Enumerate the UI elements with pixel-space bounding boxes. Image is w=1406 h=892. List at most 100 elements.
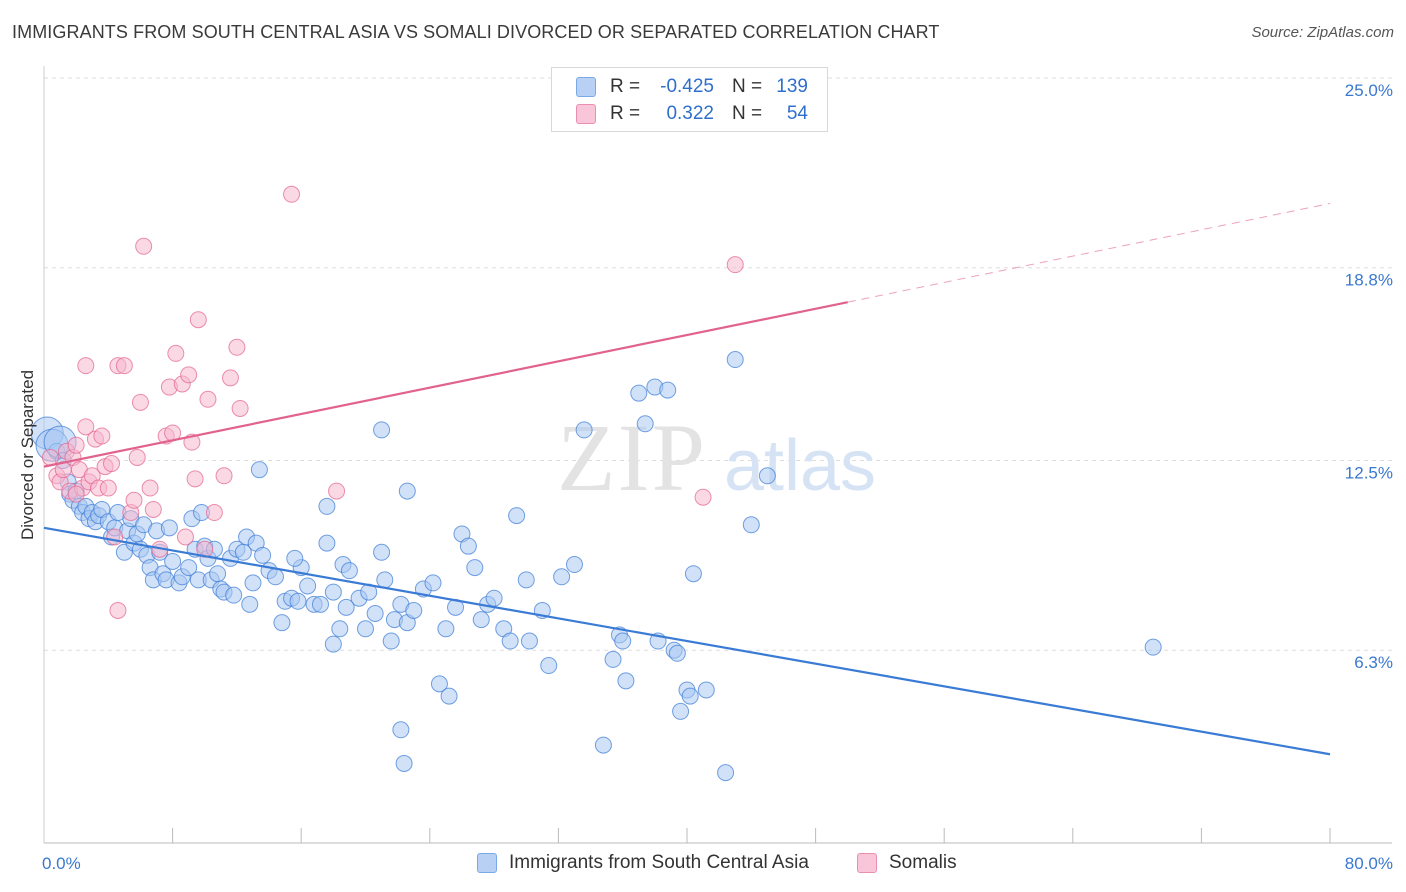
data-point-south-central-asia [254, 546, 272, 564]
data-point-south-central-asia [324, 583, 342, 601]
data-point-south-central-asia [717, 764, 735, 782]
data-point-somalis [189, 311, 207, 329]
data-point-somalis [694, 488, 712, 506]
data-point-south-central-asia [553, 568, 571, 586]
data-point-south-central-asia [459, 537, 477, 555]
data-point-south-central-asia [636, 415, 654, 433]
data-point-south-central-asia [565, 556, 583, 574]
data-point-somalis [67, 485, 85, 503]
chart-source: Source: ZipAtlas.com [1251, 24, 1394, 41]
trend-line-south-central-asia [43, 526, 1331, 756]
data-point-somalis [199, 390, 217, 408]
legend-row-somalis: R = 0.322 N = 54 [576, 101, 808, 127]
y-tick-label: 25.0% [1345, 81, 1393, 100]
data-point-south-central-asia [244, 574, 262, 592]
data-point-south-central-asia [437, 620, 455, 638]
data-point-somalis [77, 418, 95, 436]
data-point-south-central-asia [160, 519, 178, 537]
data-point-somalis [180, 366, 198, 384]
data-point-south-central-asia [594, 736, 612, 754]
data-point-somalis [99, 479, 117, 497]
data-point-somalis [106, 528, 124, 546]
trend-line-extension [847, 202, 1331, 303]
y-tick-label: 18.8% [1345, 271, 1393, 290]
legend-n-value: 54 [786, 103, 808, 124]
legend-swatch-pink [576, 104, 596, 124]
series-legend-label: Immigrants from South Central Asia [509, 852, 809, 873]
data-point-somalis [283, 185, 301, 203]
data-point-south-central-asia [430, 675, 448, 693]
data-point-somalis [125, 491, 143, 509]
data-point-south-central-asia [614, 632, 632, 650]
y-tick-label: 6.3% [1354, 653, 1393, 672]
data-point-south-central-asia [395, 754, 413, 772]
correlation-legend: R = -0.425 N = 139 R = 0.322 N = 54 [551, 67, 828, 132]
chart-title: IMMIGRANTS FROM SOUTH CENTRAL ASIA VS SO… [12, 22, 940, 42]
data-point-south-central-asia [501, 632, 519, 650]
data-point-south-central-asia [180, 559, 198, 577]
data-point-south-central-asia [472, 611, 490, 629]
series-legend-label: Somalis [889, 852, 957, 873]
data-point-south-central-asia [392, 721, 410, 739]
data-point-south-central-asia [668, 644, 686, 662]
data-point-somalis [77, 357, 95, 375]
data-point-south-central-asia [340, 562, 358, 580]
data-point-south-central-asia [250, 461, 268, 479]
data-point-south-central-asia [225, 586, 243, 604]
data-point-south-central-asia [376, 571, 394, 589]
data-point-south-central-asia [331, 620, 349, 638]
data-point-south-central-asia [273, 614, 291, 632]
data-point-somalis [215, 467, 233, 485]
data-point-somalis [141, 479, 159, 497]
data-point-south-central-asia [373, 421, 391, 439]
legend-r-label: R = [610, 76, 641, 97]
data-point-south-central-asia [299, 577, 317, 595]
data-point-somalis [135, 237, 153, 255]
series-swatch-pink [857, 853, 877, 873]
series-legend-item-south-central-asia[interactable]: Immigrants from South Central Asia [477, 852, 809, 874]
data-point-south-central-asia [485, 589, 503, 607]
data-point-somalis [67, 436, 85, 454]
data-point-somalis [726, 256, 744, 274]
data-point-south-central-asia [758, 467, 776, 485]
data-point-south-central-asia [241, 595, 259, 613]
legend-r-value: 0.322 [666, 103, 714, 124]
legend-r-value: -0.425 [660, 76, 714, 97]
watermark-zip: ZIP [557, 404, 707, 511]
data-point-south-central-asia [366, 605, 384, 622]
data-point-south-central-asia [373, 543, 391, 561]
watermark-atlas: atlas [724, 426, 876, 506]
data-point-south-central-asia [540, 657, 558, 675]
data-point-somalis [328, 482, 346, 500]
legend-n-value: 139 [776, 76, 808, 97]
x-tick-label: 80.0% [1345, 854, 1393, 873]
data-point-somalis [228, 338, 246, 356]
data-point-south-central-asia [742, 516, 760, 534]
data-point-south-central-asia [672, 702, 690, 720]
data-point-somalis [221, 369, 239, 387]
data-point-south-central-asia [337, 598, 355, 616]
data-point-south-central-asia [311, 595, 329, 613]
data-point-somalis [128, 448, 146, 466]
legend-swatch-blue [576, 77, 596, 97]
data-point-somalis [144, 500, 162, 518]
data-point-south-central-asia [440, 687, 458, 705]
data-point-somalis [131, 393, 149, 411]
data-point-south-central-asia [318, 497, 336, 515]
data-point-south-central-asia [517, 571, 535, 589]
series-legend-item-somalis[interactable]: Somalis [857, 852, 957, 874]
data-point-south-central-asia [681, 687, 699, 705]
legend-row-south-central-asia: R = -0.425 N = 139 [576, 74, 808, 100]
data-point-somalis [231, 399, 249, 417]
data-point-somalis [167, 344, 185, 362]
data-point-south-central-asia [726, 351, 744, 369]
data-point-south-central-asia [617, 672, 635, 690]
y-axis-label: Divorced or Separated [18, 369, 37, 541]
data-point-south-central-asia [508, 507, 526, 525]
data-point-south-central-asia [604, 650, 622, 668]
data-point-south-central-asia [357, 620, 374, 638]
data-point-somalis [205, 504, 223, 522]
data-point-south-central-asia [209, 565, 227, 583]
data-point-south-central-asia [164, 552, 182, 570]
